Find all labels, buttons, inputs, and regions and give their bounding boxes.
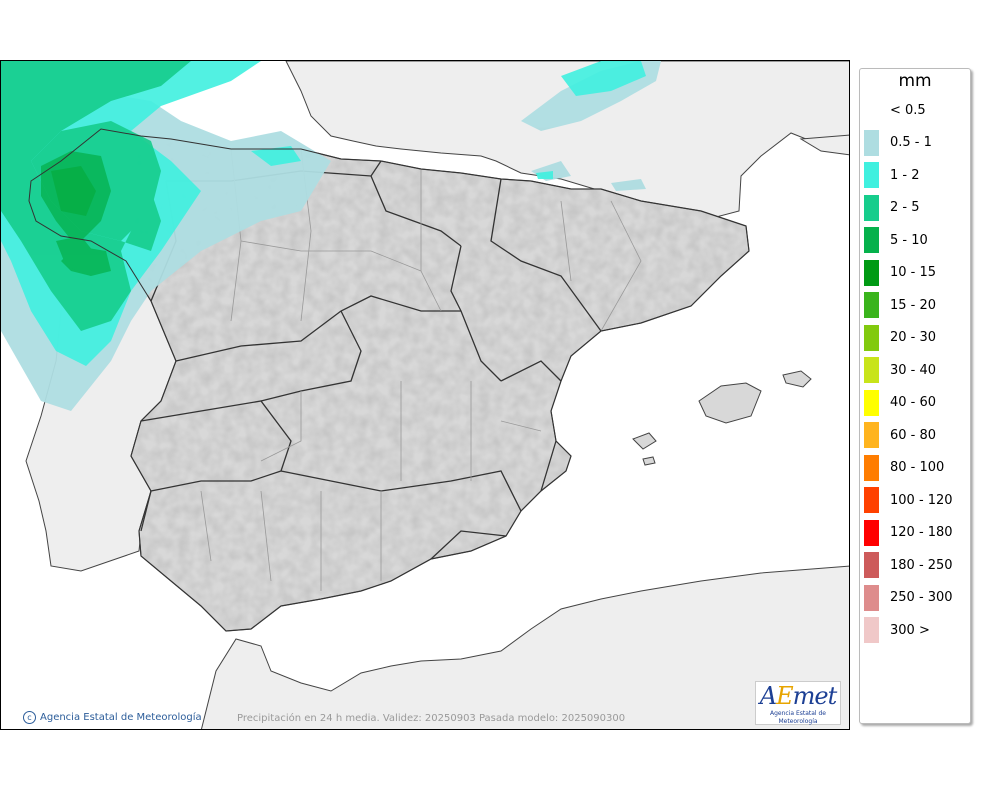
africa-land [200, 565, 849, 729]
legend-swatch [864, 584, 879, 611]
legend-label: 60 - 80 [890, 427, 937, 443]
legend-label: < 0.5 [890, 102, 926, 118]
legend-item: 1 - 2 [864, 162, 968, 188]
legend-swatch [864, 487, 879, 513]
legend-swatch [864, 292, 879, 318]
legend-label: 0.5 - 1 [890, 135, 932, 150]
legend-swatch [864, 97, 879, 123]
legend-swatch [864, 422, 879, 448]
legend-swatch [864, 552, 879, 578]
legend-item: 300 > [864, 617, 968, 643]
aemet-logo: AEmet Agencia Estatal de Meteorología [755, 681, 841, 725]
aemet-logo-word: AEmet [759, 682, 837, 710]
terrain-relief [29, 129, 749, 631]
legend-swatch [864, 129, 879, 156]
legend-label: 250 - 300 [890, 590, 953, 605]
copyright-icon: c [23, 711, 36, 724]
precipitation-legend: mm < 0.5 0.5 - 1 1 - 2 2 - 5 5 - 10 10 - 15 15… [859, 68, 971, 724]
legend-swatch [864, 357, 879, 383]
legend-item: 60 - 80 [864, 422, 968, 448]
legend-item: < 0.5 [864, 97, 968, 123]
legend-label: 120 - 180 [890, 525, 953, 540]
legend-label: 40 - 60 [890, 395, 937, 410]
legend-swatch [864, 454, 879, 481]
precip-5-10 [41, 151, 111, 276]
legend-swatch [864, 162, 879, 188]
legend-swatch [864, 617, 879, 643]
legend-label: 80 - 100 [890, 460, 945, 475]
legend-swatch [864, 227, 879, 253]
precip-10-15 [51, 166, 96, 216]
legend-item: 2 - 5 [864, 194, 968, 221]
aemet-logo-subtext: Agencia Estatal de Meteorología [769, 710, 826, 725]
legend-label: 180 - 250 [890, 557, 953, 573]
legend-label: 10 - 15 [890, 265, 937, 280]
legend-item: 80 - 100 [864, 454, 968, 481]
legend-swatch [864, 324, 879, 351]
legend-swatch [864, 194, 879, 221]
legend-swatch [864, 389, 879, 416]
legend-item: 30 - 40 [864, 357, 968, 383]
legend-label: 30 - 40 [890, 362, 937, 378]
legend-item: 250 - 300 [864, 584, 968, 611]
legend-label: 300 > [890, 622, 930, 638]
map-caption: Precipitación en 24 h media. Validez: 20… [237, 713, 626, 724]
legend-label: 100 - 120 [890, 492, 953, 508]
legend-swatch [864, 259, 879, 286]
ibiza [632, 432, 657, 450]
legend-swatch [864, 519, 879, 546]
legend-item: 180 - 250 [864, 552, 968, 578]
legend-item: 10 - 15 [864, 259, 968, 286]
formentera [642, 456, 656, 466]
spain-coastline [28, 128, 750, 632]
legend-item: 120 - 180 [864, 519, 968, 546]
france-land [285, 61, 849, 222]
menorca [782, 370, 812, 388]
agency-credit-text: Agencia Estatal de Meteorología [40, 712, 202, 723]
legend-label: 15 - 20 [890, 297, 937, 313]
precipitation-map: c Agencia Estatal de Meteorología Precip… [0, 60, 850, 730]
legend-label: 1 - 2 [890, 167, 920, 183]
legend-label: 20 - 30 [890, 330, 937, 345]
agency-credit: c Agencia Estatal de Meteorología [23, 711, 202, 724]
legend-item: 15 - 20 [864, 292, 968, 318]
legend-item: 20 - 30 [864, 324, 968, 351]
legend-label: 2 - 5 [890, 200, 920, 215]
legend-item: 0.5 - 1 [864, 129, 968, 156]
legend-item: 40 - 60 [864, 389, 968, 416]
legend-label: 5 - 10 [890, 232, 928, 248]
legend-title: mm [898, 71, 932, 91]
legend-item: 100 - 120 [864, 487, 968, 513]
legend-item: 5 - 10 [864, 227, 968, 253]
map-canvas [1, 61, 849, 729]
mallorca [698, 382, 762, 424]
islands-east [799, 134, 849, 156]
